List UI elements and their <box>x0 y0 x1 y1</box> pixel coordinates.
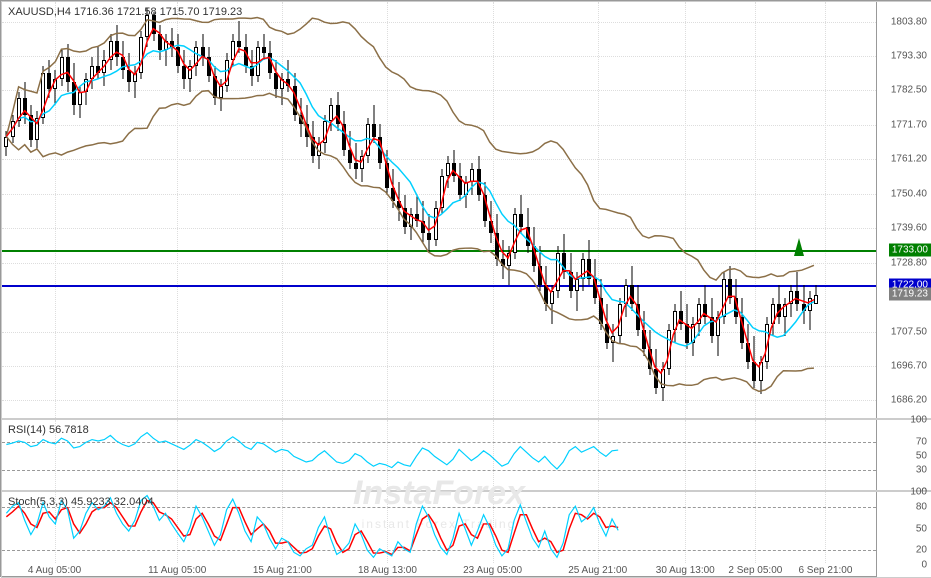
y-tick-label: 100 <box>910 487 927 498</box>
y-tick-label: 80 <box>916 501 927 512</box>
x-tick-label: 2 Sep 05:00 <box>728 565 782 576</box>
ohlc-label: 1716.36 1721.58 1715.70 1719.23 <box>74 6 242 18</box>
y-tick-label: 1707.50 <box>891 326 927 337</box>
stoch-label: Stoch(5,3,3) 45.9233 32.0404 <box>8 496 154 508</box>
y-tick-label: 1686.20 <box>891 395 927 406</box>
symbol-label: XAUUSD,H4 <box>8 6 71 18</box>
x-tick-label: 18 Aug 13:00 <box>358 565 417 576</box>
y-tick-label: 0 <box>921 560 927 571</box>
x-tick-label: 6 Sep 21:00 <box>798 565 852 576</box>
rsi-plot-area[interactable] <box>2 420 876 490</box>
x-tick-label: 4 Aug 05:00 <box>28 565 81 576</box>
x-tick-label: 11 Aug 05:00 <box>148 565 206 576</box>
up-arrow-icon <box>794 238 804 256</box>
rsi-line <box>6 433 618 469</box>
bb-upper <box>6 18 814 281</box>
y-tick-label: 50 <box>916 451 927 462</box>
stoch-d-line <box>6 501 618 555</box>
y-tick-label: 1782.50 <box>891 85 927 96</box>
y-tick-label: 1739.60 <box>891 223 927 234</box>
ma-slow <box>6 45 814 346</box>
x-tick-label: 30 Aug 13:00 <box>656 565 715 576</box>
bb-lower <box>6 91 814 392</box>
y-tick-label: 100 <box>910 415 927 426</box>
x-tick-label: 25 Aug 21:00 <box>568 565 627 576</box>
y-tick-label: 20 <box>916 545 927 556</box>
x-tick-label: 23 Aug 05:00 <box>463 565 522 576</box>
y-tick-label: 1803.80 <box>891 16 927 27</box>
stoch-panel: Stoch(5,3,3) 45.9233 32.0404 InstaForex … <box>1 491 931 578</box>
stoch-y-axis: 1008050200 <box>876 492 931 577</box>
y-tick-label: 1696.70 <box>891 361 927 372</box>
main-overlay-svg <box>2 2 876 418</box>
chart-header: XAUUSD,H4 1716.36 1721.58 1715.70 1719.2… <box>8 6 242 18</box>
y-tick-label: 1793.30 <box>891 50 927 61</box>
main-plot-area[interactable] <box>2 2 876 418</box>
x-axis: 4 Aug 05:00 11 Aug 05:00 15 Aug 21:00 18 Au… <box>2 563 876 577</box>
rsi-label: RSI(14) 56.7818 <box>8 424 89 436</box>
y-tick-label: 50 <box>916 523 927 534</box>
main-y-axis: 1803.80 1793.30 1782.50 1771.70 1761.20 1750.… <box>876 2 931 418</box>
x-tick-label: 15 Aug 21:00 <box>253 565 312 576</box>
line-price-label: 1733.00 <box>889 243 931 256</box>
y-tick-label: 1728.80 <box>891 258 927 269</box>
y-tick-label: 70 <box>916 436 927 447</box>
chart-container: XAUUSD,H4 1716.36 1721.58 1715.70 1719.2… <box>0 0 931 577</box>
rsi-panel: RSI(14) 56.7818 1007050300 <box>1 419 931 491</box>
main-price-panel: XAUUSD,H4 1716.36 1721.58 1715.70 1719.2… <box>1 1 931 419</box>
y-tick-label: 30 <box>916 465 927 476</box>
y-tick-label: 1750.40 <box>891 188 927 199</box>
y-tick-label: 1771.70 <box>891 120 927 131</box>
ma-fast <box>6 29 814 374</box>
current-price-label: 1719.23 <box>889 287 931 300</box>
rsi-svg <box>2 420 876 490</box>
y-tick-label: 1761.20 <box>891 153 927 164</box>
rsi-y-axis: 1007050300 <box>876 420 931 490</box>
